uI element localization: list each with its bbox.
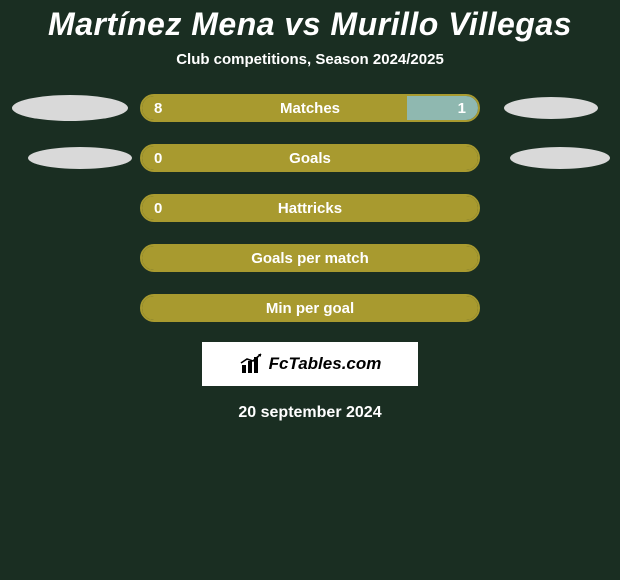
stat-bar: Goals per match bbox=[140, 244, 480, 272]
subtitle: Club competitions, Season 2024/2025 bbox=[0, 51, 620, 68]
stat-label: Min per goal bbox=[142, 296, 478, 320]
stat-row: Min per goal bbox=[10, 294, 610, 322]
left-ellipse bbox=[28, 147, 132, 169]
player2-name: Murillo Villegas bbox=[330, 6, 572, 42]
left-ellipse bbox=[12, 95, 128, 121]
stat-value-right: 1 bbox=[446, 96, 478, 120]
comparison-infographic: Martínez Mena vs Murillo Villegas Club c… bbox=[0, 0, 620, 580]
stat-rows: Matches81Goals0Hattricks0Goals per match… bbox=[0, 94, 620, 322]
player1-name: Martínez Mena bbox=[48, 6, 275, 42]
vs-text: vs bbox=[284, 6, 321, 42]
stat-bar: Hattricks0 bbox=[140, 194, 480, 222]
logo-box: FcTables.com bbox=[202, 342, 418, 386]
stat-label: Hattricks bbox=[142, 196, 478, 220]
stat-label: Goals bbox=[142, 146, 478, 170]
right-ellipse bbox=[510, 147, 610, 169]
stat-bar: Min per goal bbox=[140, 294, 480, 322]
stat-row: Hattricks0 bbox=[10, 194, 610, 222]
stat-label: Matches bbox=[142, 96, 478, 120]
page-title: Martínez Mena vs Murillo Villegas bbox=[0, 0, 620, 43]
stat-value-left: 8 bbox=[142, 96, 174, 120]
stat-value-left: 0 bbox=[142, 196, 174, 220]
stat-row: Goals per match bbox=[10, 244, 610, 272]
logo: FcTables.com bbox=[239, 353, 382, 375]
logo-chart-icon bbox=[239, 353, 265, 375]
date-text: 20 september 2024 bbox=[0, 404, 620, 422]
stat-bar: Matches8 1 bbox=[140, 94, 480, 122]
stat-row: Matches8 1 bbox=[10, 94, 610, 122]
stat-row: Goals0 bbox=[10, 144, 610, 172]
stat-label: Goals per match bbox=[142, 246, 478, 270]
logo-text: FcTables.com bbox=[269, 354, 382, 374]
right-ellipse bbox=[504, 97, 598, 119]
stat-bar: Goals0 bbox=[140, 144, 480, 172]
stat-value-left: 0 bbox=[142, 146, 174, 170]
